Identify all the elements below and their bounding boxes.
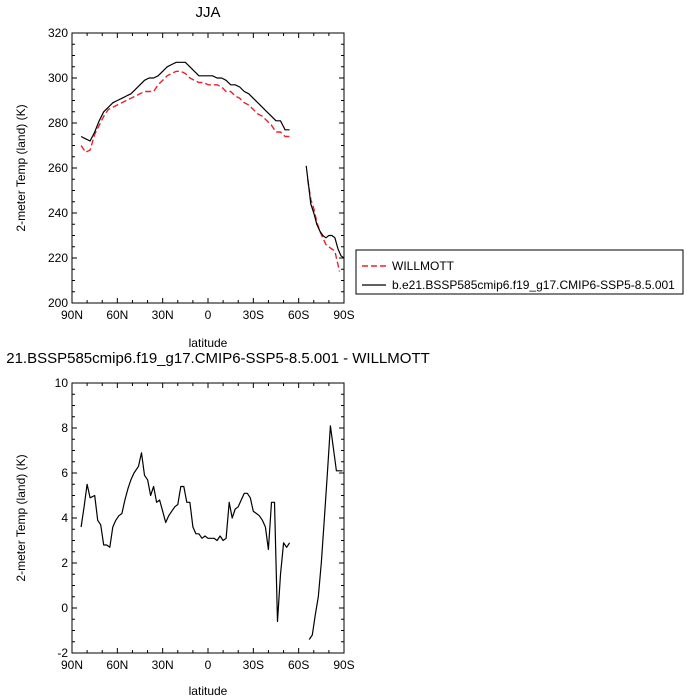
- chart-top-title: JJA: [195, 4, 220, 21]
- bottom-xtick-label: 90N: [61, 658, 83, 672]
- bottom-ytick-label: 0: [61, 601, 68, 615]
- top-ytick-label: 240: [48, 206, 68, 220]
- top-xtick-label: 90S: [333, 308, 354, 322]
- chart-top: JJA 200 220 240 260 280 300 320 90N 60N 30N 0 30S 60…: [14, 4, 355, 350]
- bottom-xtick-label: 0: [205, 658, 212, 672]
- top-xtick-label: 0: [205, 308, 212, 322]
- bottom-ytick-label: 10: [55, 376, 69, 390]
- top-xtick-label: 30N: [152, 308, 174, 322]
- bottom-ytick-label: 6: [61, 466, 68, 480]
- top-ytick-label: 280: [48, 116, 68, 130]
- top-series-0-line-segment-0: [80, 70, 290, 154]
- chart-bottom-plot-area: -2 0 2 4 6 8 10 90N 60N 30N 0 30S 60S 90S: [55, 376, 355, 672]
- chart-top-ylabel: 2-meter Temp (land) (K): [14, 104, 28, 231]
- top-series-1-line-segment-1: [305, 165, 345, 259]
- bottom-ytick-label: -2: [57, 646, 68, 660]
- bottom-xtick-label: 30S: [243, 658, 264, 672]
- top-ytick-label: 220: [48, 251, 68, 265]
- bottom-xtick-label: 90S: [333, 658, 354, 672]
- chart-top-xlabel: latitude: [189, 336, 228, 350]
- legend-box: [355, 249, 684, 295]
- top-xtick-label: 60N: [106, 308, 128, 322]
- bottom-series-0-line-segment-0: [80, 452, 291, 623]
- bottom-xtick-label: 30N: [152, 658, 174, 672]
- chart-bottom: 21.BSSP585cmip6.f19_g17.CMIP6-SSP5-8.5.0…: [6, 350, 430, 698]
- top-ytick-label: 200: [48, 296, 68, 310]
- legend-label-willmott: WILLMOTT: [392, 259, 455, 273]
- top-ytick-label: 320: [48, 26, 68, 40]
- bottom-ytick-label: 8: [61, 421, 68, 435]
- chart-bottom-frame: [71, 382, 345, 654]
- bottom-xtick-label: 60N: [106, 658, 128, 672]
- top-series-0-line-segment-1: [307, 179, 341, 272]
- legend: WILLMOTT b.e21.BSSP585cmip6.f19_g17.CMIP…: [355, 249, 684, 295]
- top-ytick-label: 260: [48, 161, 68, 175]
- chart-bottom-ylabel: 2-meter Temp (land) (K): [14, 454, 28, 581]
- top-xtick-label: 30S: [243, 308, 264, 322]
- legend-label-model: b.e21.BSSP585cmip6.f19_g17.CMIP6-SSP5-8.…: [392, 278, 675, 292]
- top-series-1-line-segment-0: [80, 61, 290, 142]
- chart-top-frame: [71, 32, 345, 304]
- chart-bottom-xlabel: latitude: [189, 684, 228, 698]
- bottom-xtick-label: 60S: [288, 658, 309, 672]
- chart-bottom-title: 21.BSSP585cmip6.f19_g17.CMIP6-SSP5-8.5.0…: [6, 350, 430, 367]
- bottom-ytick-label: 2: [61, 556, 68, 570]
- bottom-ytick-label: 4: [61, 511, 68, 525]
- bottom-series-0-line-segment-1: [308, 425, 343, 640]
- top-xtick-label: 90N: [61, 308, 83, 322]
- chart-top-plot-area: 200 220 240 260 280 300 320 90N 60N 30N 0 30S 60S 90S: [48, 26, 355, 322]
- top-ytick-label: 300: [48, 71, 68, 85]
- top-xtick-label: 60S: [288, 308, 309, 322]
